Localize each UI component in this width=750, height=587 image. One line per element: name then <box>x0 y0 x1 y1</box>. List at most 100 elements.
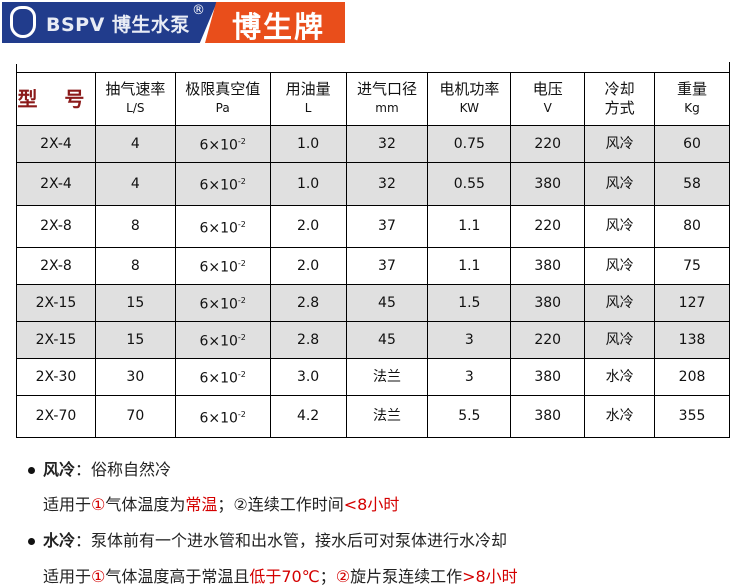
brand-tag: 博生牌 <box>232 10 326 44</box>
table-cell: 5.5 <box>427 395 512 438</box>
table-cell: 45 <box>345 321 429 359</box>
divider <box>729 62 730 73</box>
table-cell: 法兰 <box>345 358 429 396</box>
table-cell: 30 <box>94 358 176 396</box>
table-cell: 2.0 <box>269 247 347 285</box>
table-cell: 风冷 <box>584 162 656 206</box>
table-cell: 水冷 <box>584 358 656 396</box>
table-cell: 15 <box>94 321 176 359</box>
table-cell: 6×10-2 <box>174 125 271 163</box>
table-cell: 3 <box>427 321 512 359</box>
table-cell: 32 <box>345 125 429 163</box>
table-cell: 208 <box>654 358 730 396</box>
note-water-usage: 适用于①气体温度高于常温且低于70℃；②旋片泵连续工作>8小时 <box>43 567 518 586</box>
table-cell: 45 <box>345 284 429 322</box>
table-cell: 127 <box>654 284 730 322</box>
table-cell: 37 <box>345 205 429 248</box>
table-cell: 6×10-2 <box>174 284 271 322</box>
table-row: 2X-15 15 6×10-2 2.8 45 3 220 风冷 138 <box>16 321 730 359</box>
column-header: 电压 V <box>510 72 586 126</box>
table-cell: 60 <box>654 125 730 163</box>
table-cell: 37 <box>345 247 429 285</box>
brand-name: BSPV 博生水泵 <box>46 14 190 36</box>
column-header: 重量 Kg <box>654 72 730 126</box>
table-cell: 355 <box>654 395 730 438</box>
bullet-icon <box>28 467 35 474</box>
table-cell: 风冷 <box>584 205 656 248</box>
table-cell: 58 <box>654 162 730 206</box>
table-cell: 1.1 <box>427 247 512 285</box>
table-cell: 80 <box>654 205 730 248</box>
table-cell: 2.0 <box>269 205 347 248</box>
table-cell: 法兰 <box>345 395 429 438</box>
table-cell: 风冷 <box>584 321 656 359</box>
table-cell: 0.75 <box>427 125 512 163</box>
table-cell: 220 <box>510 205 586 248</box>
table-cell: 138 <box>654 321 730 359</box>
table-cell: 6×10-2 <box>174 205 271 248</box>
table-cell: 3 <box>427 358 512 396</box>
table-cell: 4 <box>94 125 176 163</box>
table-cell: 2X-15 <box>16 284 96 322</box>
table-cell: 3.0 <box>269 358 347 396</box>
column-header: 极限真空值 Pa <box>174 72 271 126</box>
note-air-usage: 适用于①气体温度为常温；②连续工作时间<8小时 <box>43 495 400 514</box>
table-cell: 2X-8 <box>16 247 96 285</box>
banner-blue-section <box>2 2 217 43</box>
table-cell: 32 <box>345 162 429 206</box>
note-desc: ：泵体前有一个进水管和出水管，接水后可对泵体进行水冷却 <box>75 531 508 550</box>
table-cell: 2X-30 <box>16 358 96 396</box>
divider <box>16 64 17 73</box>
brand-banner: BSPV 博生水泵 ® 博生牌 <box>0 0 345 44</box>
table-cell: 70 <box>94 395 176 438</box>
table-cell: 220 <box>510 321 586 359</box>
table-row: 2X-70 70 6×10-2 4.2 法兰 5.5 380 水冷 355 <box>16 395 730 438</box>
table-cell: 220 <box>510 125 586 163</box>
table-row: 2X-30 30 6×10-2 3.0 法兰 3 380 水冷 208 <box>16 358 730 396</box>
registered-mark: ® <box>192 3 205 18</box>
banner-orange-section <box>205 2 345 43</box>
table-cell: 4 <box>94 162 176 206</box>
table-header-row: 型 号抽气速率 L/S 极限真空值 Pa 用油量 L 进气口径 mm 电机功率 KW 电压 V 冷却 方式… <box>16 72 730 126</box>
table-row: 2X-15 15 6×10-2 2.8 45 1.5 380 风冷 127 <box>16 284 730 322</box>
table-cell: 4.2 <box>269 395 347 438</box>
column-header: 型 号 <box>16 72 96 126</box>
table-cell: 2X-4 <box>16 125 96 163</box>
table-cell: 1.5 <box>427 284 512 322</box>
table-cell: 风冷 <box>584 284 656 322</box>
table-cell: 75 <box>654 247 730 285</box>
table-cell: 6×10-2 <box>174 358 271 396</box>
table-cell: 风冷 <box>584 125 656 163</box>
table-row: 2X-4 4 6×10-2 1.0 32 0.75 220 风冷 60 <box>16 125 730 163</box>
table-cell: 风冷 <box>584 247 656 285</box>
column-header: 冷却 方式 <box>584 72 656 126</box>
table-cell: 2.8 <box>269 321 347 359</box>
note-label: 风冷 <box>43 460 76 479</box>
table-cell: 2.8 <box>269 284 347 322</box>
table-cell: 2X-70 <box>16 395 96 438</box>
column-header: 抽气速率 L/S <box>94 72 176 126</box>
table-cell: 1.1 <box>427 205 512 248</box>
table-cell: 6×10-2 <box>174 247 271 285</box>
table-cell: 8 <box>94 205 176 248</box>
column-header: 用油量 L <box>269 72 347 126</box>
table-cell: 水冷 <box>584 395 656 438</box>
table-cell: 6×10-2 <box>174 321 271 359</box>
column-header: 电机功率 KW <box>427 72 512 126</box>
note-air-cooling: 风冷：俗称自然冷 <box>28 456 171 480</box>
table-cell: 6×10-2 <box>174 162 271 206</box>
table-cell: 0.55 <box>427 162 512 206</box>
table-cell: 1.0 <box>269 125 347 163</box>
table-row: 2X-8 8 6×10-2 2.0 37 1.1 220 风冷 80 <box>16 205 730 248</box>
table-cell: 15 <box>94 284 176 322</box>
table-row: 2X-8 8 6×10-2 2.0 37 1.1 380 风冷 75 <box>16 247 730 285</box>
column-header: 进气口径 mm <box>345 72 429 126</box>
table-cell: 380 <box>510 358 586 396</box>
table-cell: 380 <box>510 395 586 438</box>
note-label: 水冷 <box>43 531 76 550</box>
table-cell: 2X-8 <box>16 205 96 248</box>
table-cell: 1.0 <box>269 162 347 206</box>
table-cell: 380 <box>510 284 586 322</box>
spec-table: 型 号抽气速率 L/S 极限真空值 Pa 用油量 L 进气口径 mm 电机功率 KW 电压 V 冷却 方式… <box>16 72 730 438</box>
table-cell: 2X-15 <box>16 321 96 359</box>
